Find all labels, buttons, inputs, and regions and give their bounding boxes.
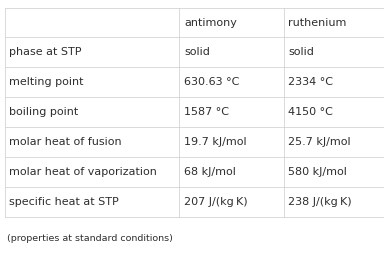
Text: molar heat of vaporization: molar heat of vaporization — [9, 167, 157, 177]
Text: 630.63 °C: 630.63 °C — [184, 77, 239, 87]
Text: 19.7 kJ/mol: 19.7 kJ/mol — [184, 137, 247, 147]
Text: 207 J/(kg K): 207 J/(kg K) — [184, 197, 248, 207]
Text: 68 kJ/mol: 68 kJ/mol — [184, 167, 236, 177]
Text: (properties at standard conditions): (properties at standard conditions) — [7, 234, 172, 243]
Text: solid: solid — [288, 47, 314, 57]
Text: specific heat at STP: specific heat at STP — [9, 197, 119, 207]
Text: 2334 °C: 2334 °C — [288, 77, 333, 87]
Text: boiling point: boiling point — [9, 107, 78, 117]
Text: phase at STP: phase at STP — [9, 47, 82, 57]
Text: antimony: antimony — [184, 18, 237, 28]
Text: 1587 °C: 1587 °C — [184, 107, 229, 117]
Text: 4150 °C: 4150 °C — [288, 107, 333, 117]
Text: solid: solid — [184, 47, 210, 57]
Text: melting point: melting point — [9, 77, 84, 87]
Text: ruthenium: ruthenium — [288, 18, 347, 28]
Text: 25.7 kJ/mol: 25.7 kJ/mol — [288, 137, 351, 147]
Text: 238 J/(kg K): 238 J/(kg K) — [288, 197, 352, 207]
Text: molar heat of fusion: molar heat of fusion — [9, 137, 122, 147]
Text: 580 kJ/mol: 580 kJ/mol — [288, 167, 347, 177]
